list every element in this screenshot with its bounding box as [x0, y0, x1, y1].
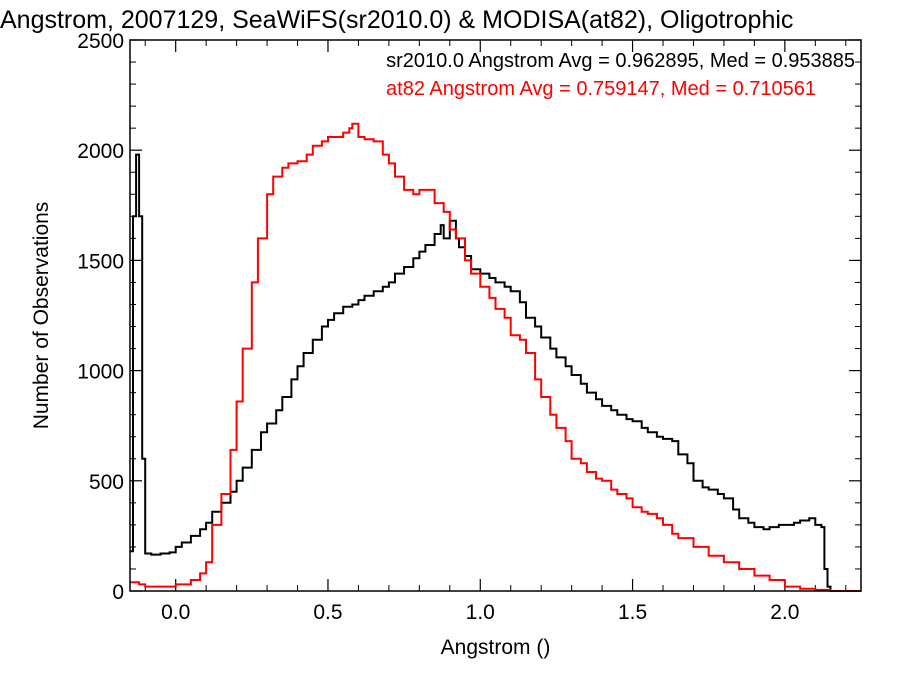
y-tick-label: 2500	[77, 30, 124, 53]
y-tick-label: 1000	[77, 361, 124, 384]
series-line-at82	[130, 122, 861, 592]
chart-title: Angstrom, 2007129, SeaWiFS(sr2010.0) & M…	[0, 6, 793, 34]
y-axis-ticks: 0 500 1000 1500 2000 2500	[77, 30, 861, 604]
y-tick-label: 0	[112, 581, 124, 604]
plot-frame	[129, 39, 862, 592]
x-axis-label: Angstrom ()	[441, 636, 551, 659]
x-tick-label: 1.5	[618, 601, 647, 624]
legend-entry-sr2010: sr2010.0 Angstrom Avg = 0.962895, Med = …	[386, 50, 855, 72]
x-tick-label: 2.0	[770, 601, 799, 624]
series-layer	[130, 122, 861, 592]
y-tick-label: 1500	[77, 250, 124, 273]
y-axis-label: Number of Observations	[30, 202, 53, 430]
x-axis-ticks: 0.0 0.5 1.0 1.5 2.0	[144, 40, 847, 624]
y-tick-label: 2000	[77, 140, 124, 163]
x-tick-label: 0.5	[313, 601, 342, 624]
x-tick-label: 0.0	[161, 601, 190, 624]
x-tick-label: 1.0	[466, 601, 495, 624]
y-tick-label: 500	[89, 471, 124, 494]
series-line-sr2010	[130, 153, 861, 592]
legend-entry-at82: at82 Angstrom Avg = 0.759147, Med = 0.71…	[386, 78, 816, 100]
